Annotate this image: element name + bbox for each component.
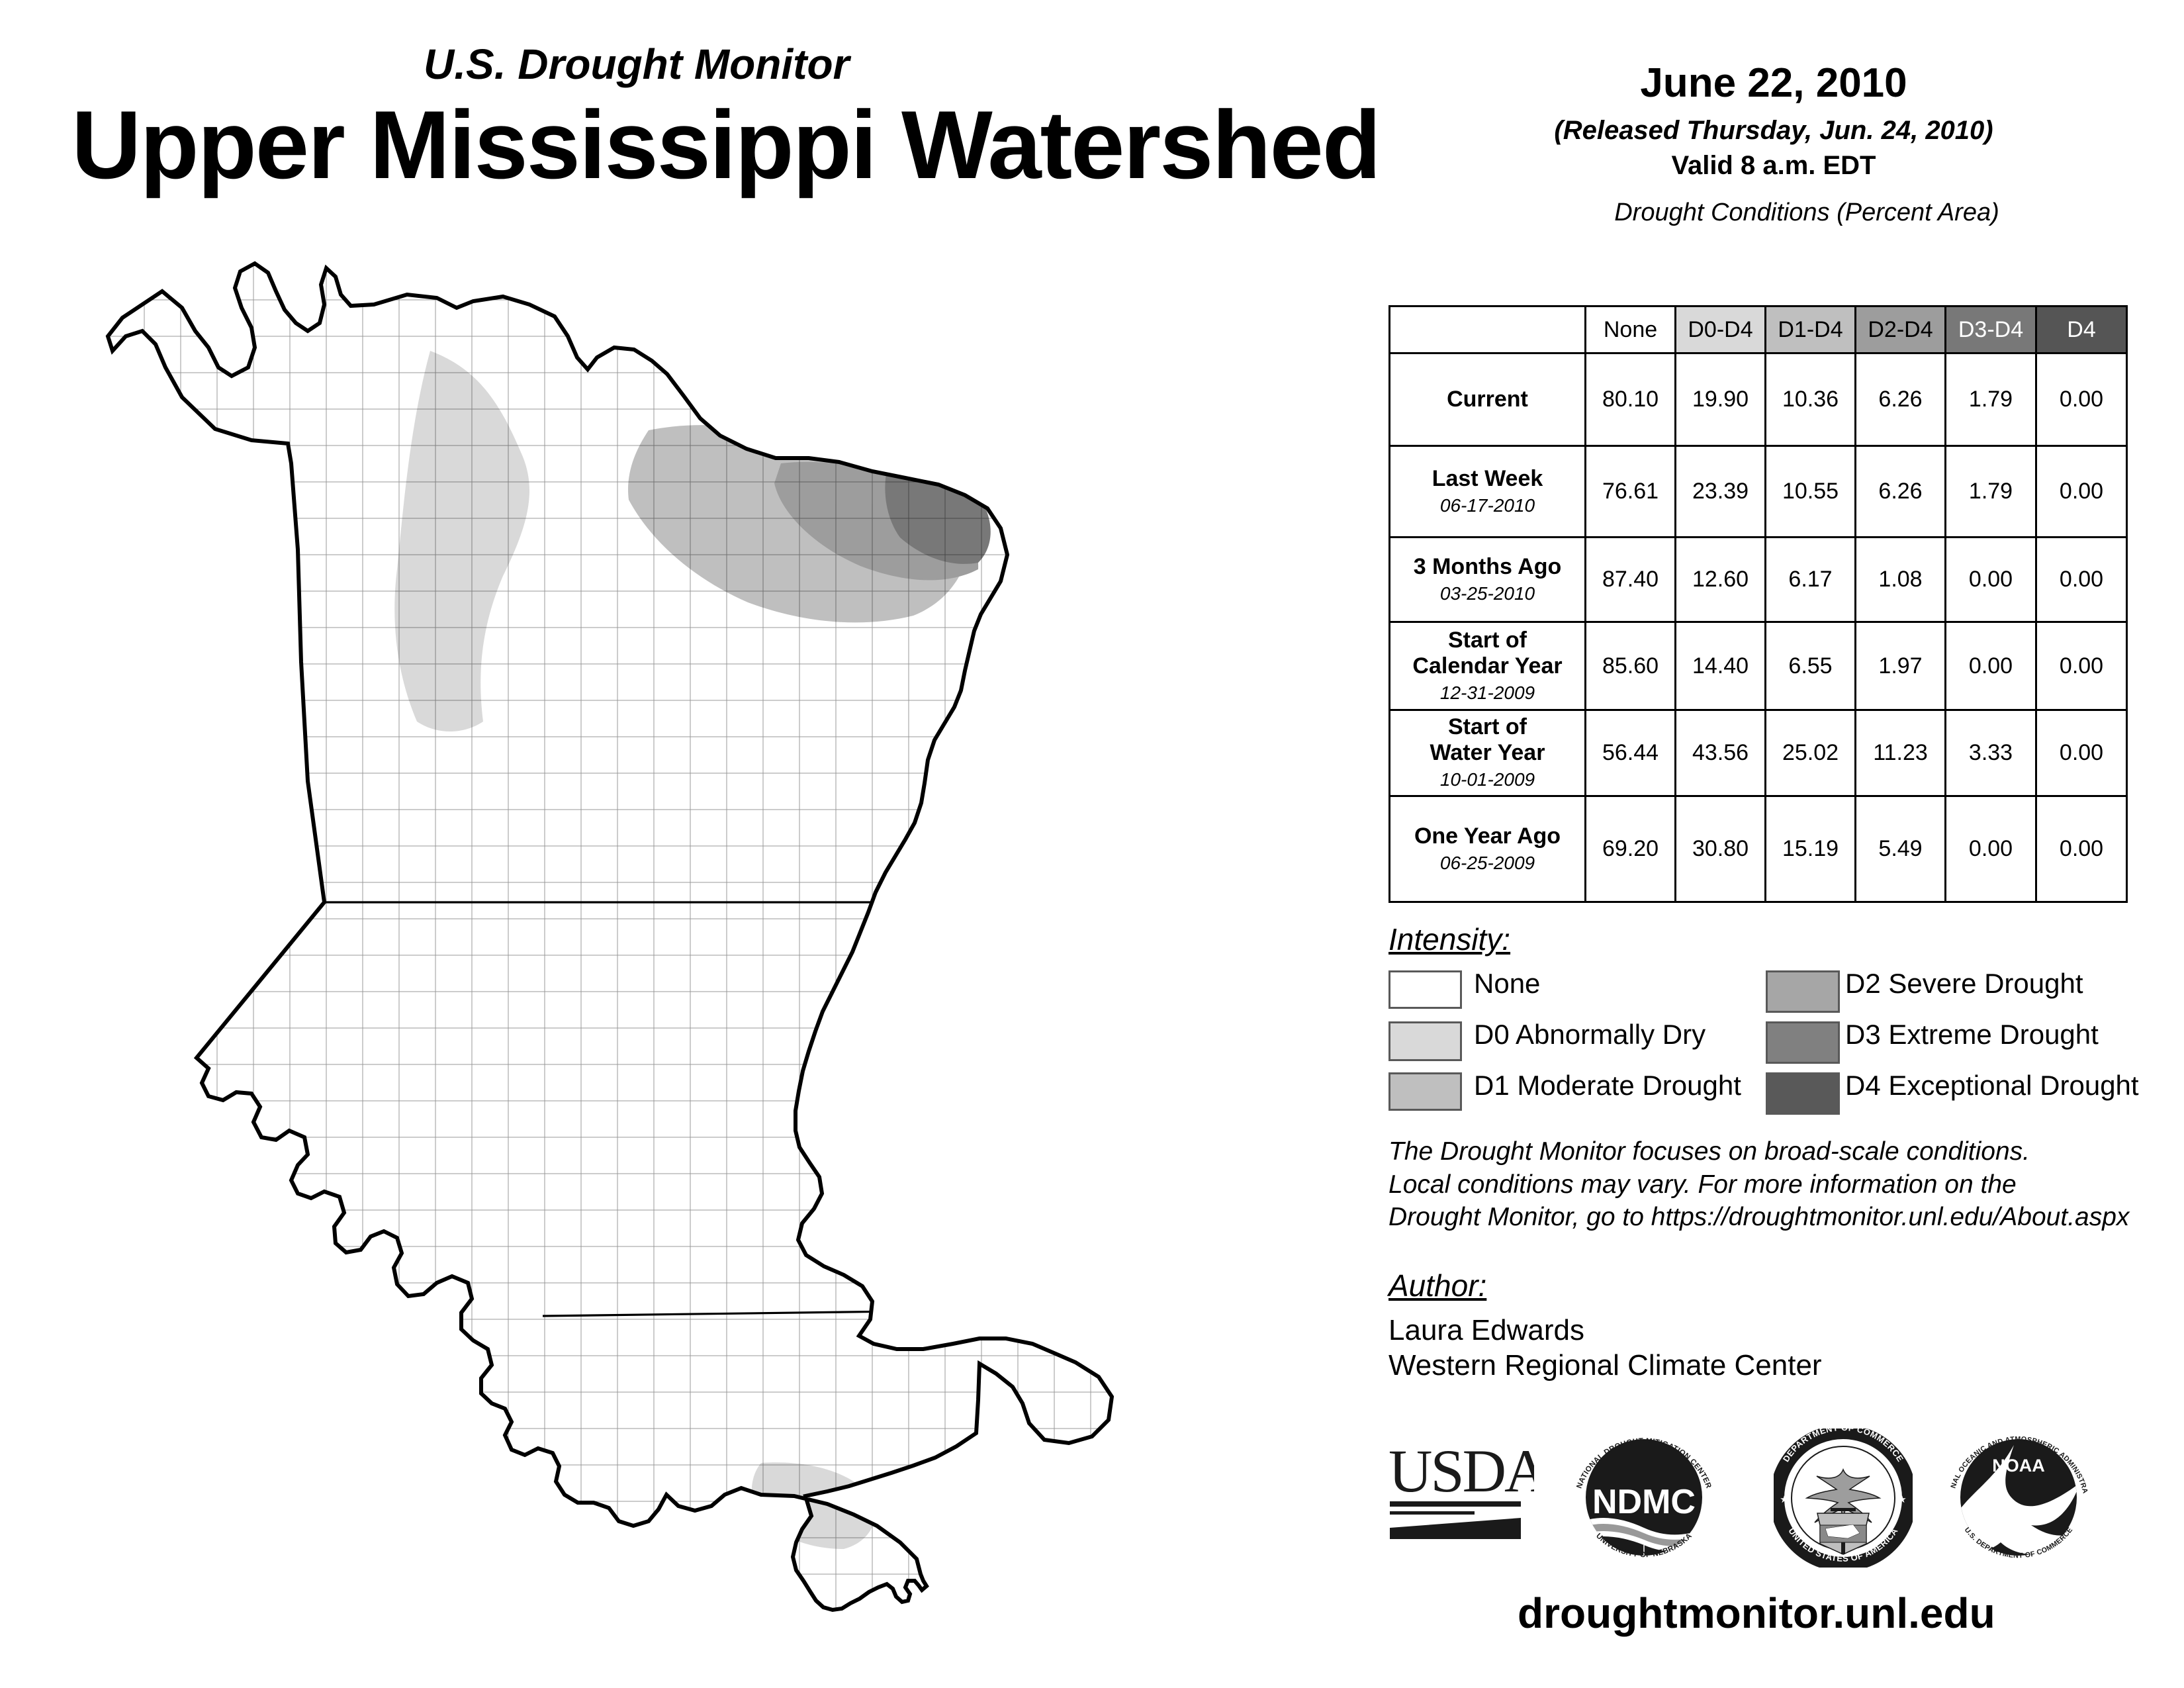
svg-text:★: ★	[1780, 1494, 1788, 1505]
svg-text:NOAA: NOAA	[1992, 1456, 2045, 1476]
svg-text:NDMC: NDMC	[1592, 1483, 1696, 1521]
svg-text:USDA: USDA	[1388, 1437, 1534, 1505]
svg-text:★: ★	[1897, 1494, 1906, 1505]
